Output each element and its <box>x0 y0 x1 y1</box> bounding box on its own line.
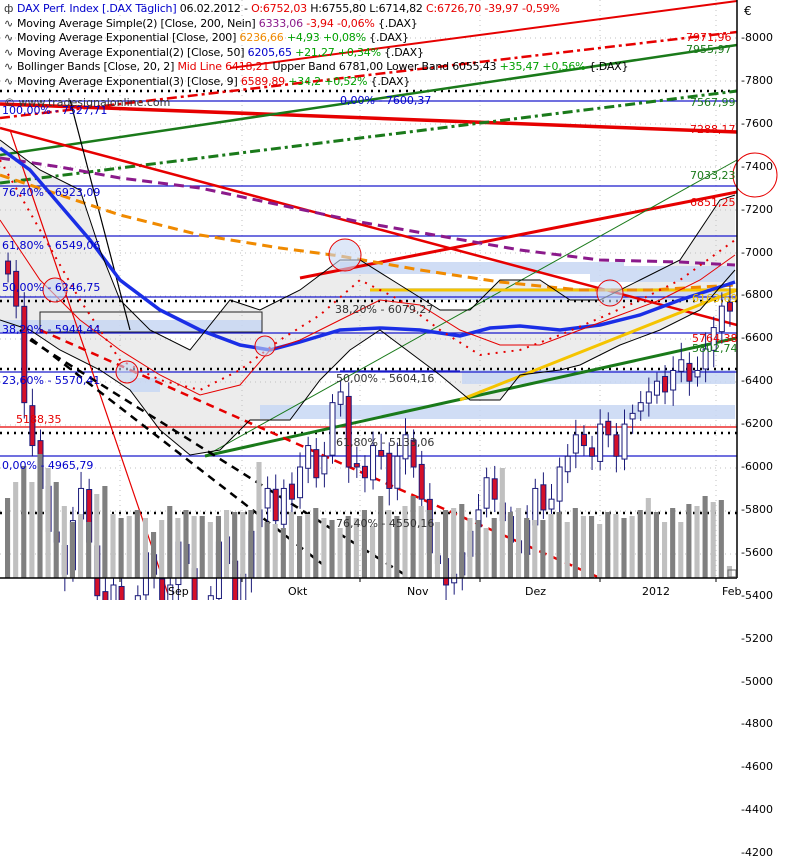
sma-200-line <box>0 156 736 267</box>
fib-label-61-b: 61,80% - 5133,06 <box>336 436 435 449</box>
level-label-7955: 7955,97 <box>686 43 732 56</box>
line-icon: ∿ <box>4 16 14 30</box>
fib-label-76: 76,40% - 6923,09 <box>2 186 101 199</box>
y-tick-label: -5200 <box>741 631 773 645</box>
price-chart[interactable] <box>0 0 800 600</box>
symbol-row: ф DAX Perf. Index [.DAX Täglich] 06.02.20… <box>4 2 560 15</box>
level-label-7971: 7971,96 <box>686 31 732 44</box>
line-icon: ∿ <box>4 31 14 45</box>
level-label-5188: 5188,35 <box>16 413 62 426</box>
level-label-7567: 7567,99 <box>690 96 736 109</box>
y-tick-label: -4600 <box>741 760 773 774</box>
line-icon: ∿ <box>4 74 14 88</box>
level-label-5764: 5764,38 <box>692 332 738 345</box>
bollinger-lower-line <box>0 269 736 456</box>
chart-legend: ф DAX Perf. Index [.DAX Täglich] 06.02.20… <box>4 2 629 90</box>
y-tick-label: -5800 <box>741 502 773 516</box>
ema-50-line <box>0 146 736 352</box>
y-tick-label: -8000 <box>741 31 773 44</box>
x-ticks <box>119 578 717 582</box>
y-tick-label: -5400 <box>741 588 773 602</box>
y-tick-label: -7400 <box>741 159 773 173</box>
legend-bollinger[interactable]: ∿ Bollinger Bands [Close, 20, 2] Mid Line… <box>4 60 629 74</box>
fib-label-50: 50,00% - 6246,75 <box>2 281 101 294</box>
copyright-text: © www.tradesignalonline.com <box>4 96 171 109</box>
y-tick-label: -6200 <box>741 417 773 431</box>
level-label-5802: 5802,74 <box>692 342 738 355</box>
y-tick-label: -4400 <box>741 803 773 817</box>
volume-bars <box>5 454 732 578</box>
x-label-2012: 2012 <box>642 585 670 598</box>
bollinger-mid-line <box>0 219 736 396</box>
legend-ema-200[interactable]: ∿ Moving Average Exponential [Close, 200]… <box>4 31 409 45</box>
candle-icon: ф <box>4 2 14 15</box>
x-label-feb: Feb <box>722 585 742 598</box>
y-tick-label: -7000 <box>741 245 773 259</box>
legend-ema-50[interactable]: ∿ Moving Average Exponential(2) [Close, 5… <box>4 45 424 59</box>
y-tick-label: -6600 <box>741 331 773 345</box>
y-tick-label: -6400 <box>741 374 773 388</box>
level-label-6851: 6851,25 <box>690 196 736 209</box>
ema-9-line <box>0 159 736 392</box>
y-tick-label: -7200 <box>741 202 773 216</box>
fib-label-76-b: 76,40% - 4550,16 <box>336 517 435 530</box>
highlight-circles <box>42 152 778 384</box>
level-label-7033: 7033,23 <box>690 169 736 182</box>
fib-label-100: 100,00% - 7527,71 <box>2 104 108 117</box>
y-tick-label: -7800 <box>741 73 773 87</box>
x-label-sep: Sep <box>168 585 189 598</box>
y-tick-label: -4200 <box>741 846 773 859</box>
fib-label-0-top: 0,00% - 7600,37 <box>340 94 432 107</box>
legend-ema-9[interactable]: ∿ Moving Average Exponential(3) [Close, 9… <box>4 74 411 88</box>
fib-label-38-b: 38,20% - 6079,27 <box>335 303 434 316</box>
y-tick-label: -4800 <box>741 717 773 731</box>
level-label-7288: 7288,17 <box>690 123 736 136</box>
currency-symbol: € <box>744 4 752 18</box>
fib-label-61: 61,80% - 6549,06 <box>2 239 101 252</box>
resize-handle[interactable] <box>727 569 737 578</box>
y-tick-label: -6800 <box>741 288 773 302</box>
fib-label-0-bottom: 0,00% - 4965,79 <box>2 459 94 472</box>
x-label-okt: Okt <box>288 585 308 598</box>
fib-label-23: 23,60% - 5570,41 <box>2 374 101 387</box>
legend-sma-200[interactable]: ∿ Moving Average Simple(2) [Close, 200, N… <box>4 16 418 30</box>
x-label-dez: Dez <box>525 585 547 598</box>
y-tick-label: -5600 <box>741 545 773 559</box>
fib-label-50-b: 50,00% - 5604,16 <box>336 372 435 385</box>
y-tick-label: -6000 <box>741 460 773 473</box>
level-label-6163: 6163,69 <box>692 292 738 305</box>
x-label-nov: Nov <box>407 585 429 598</box>
fib-label-38: 38,20% - 5944,44 <box>2 323 101 336</box>
line-icon: ∿ <box>4 45 14 59</box>
y-tick-label: -5000 <box>741 674 773 688</box>
y-tick-label: -7600 <box>741 116 773 130</box>
line-icon: ∿ <box>4 60 14 74</box>
